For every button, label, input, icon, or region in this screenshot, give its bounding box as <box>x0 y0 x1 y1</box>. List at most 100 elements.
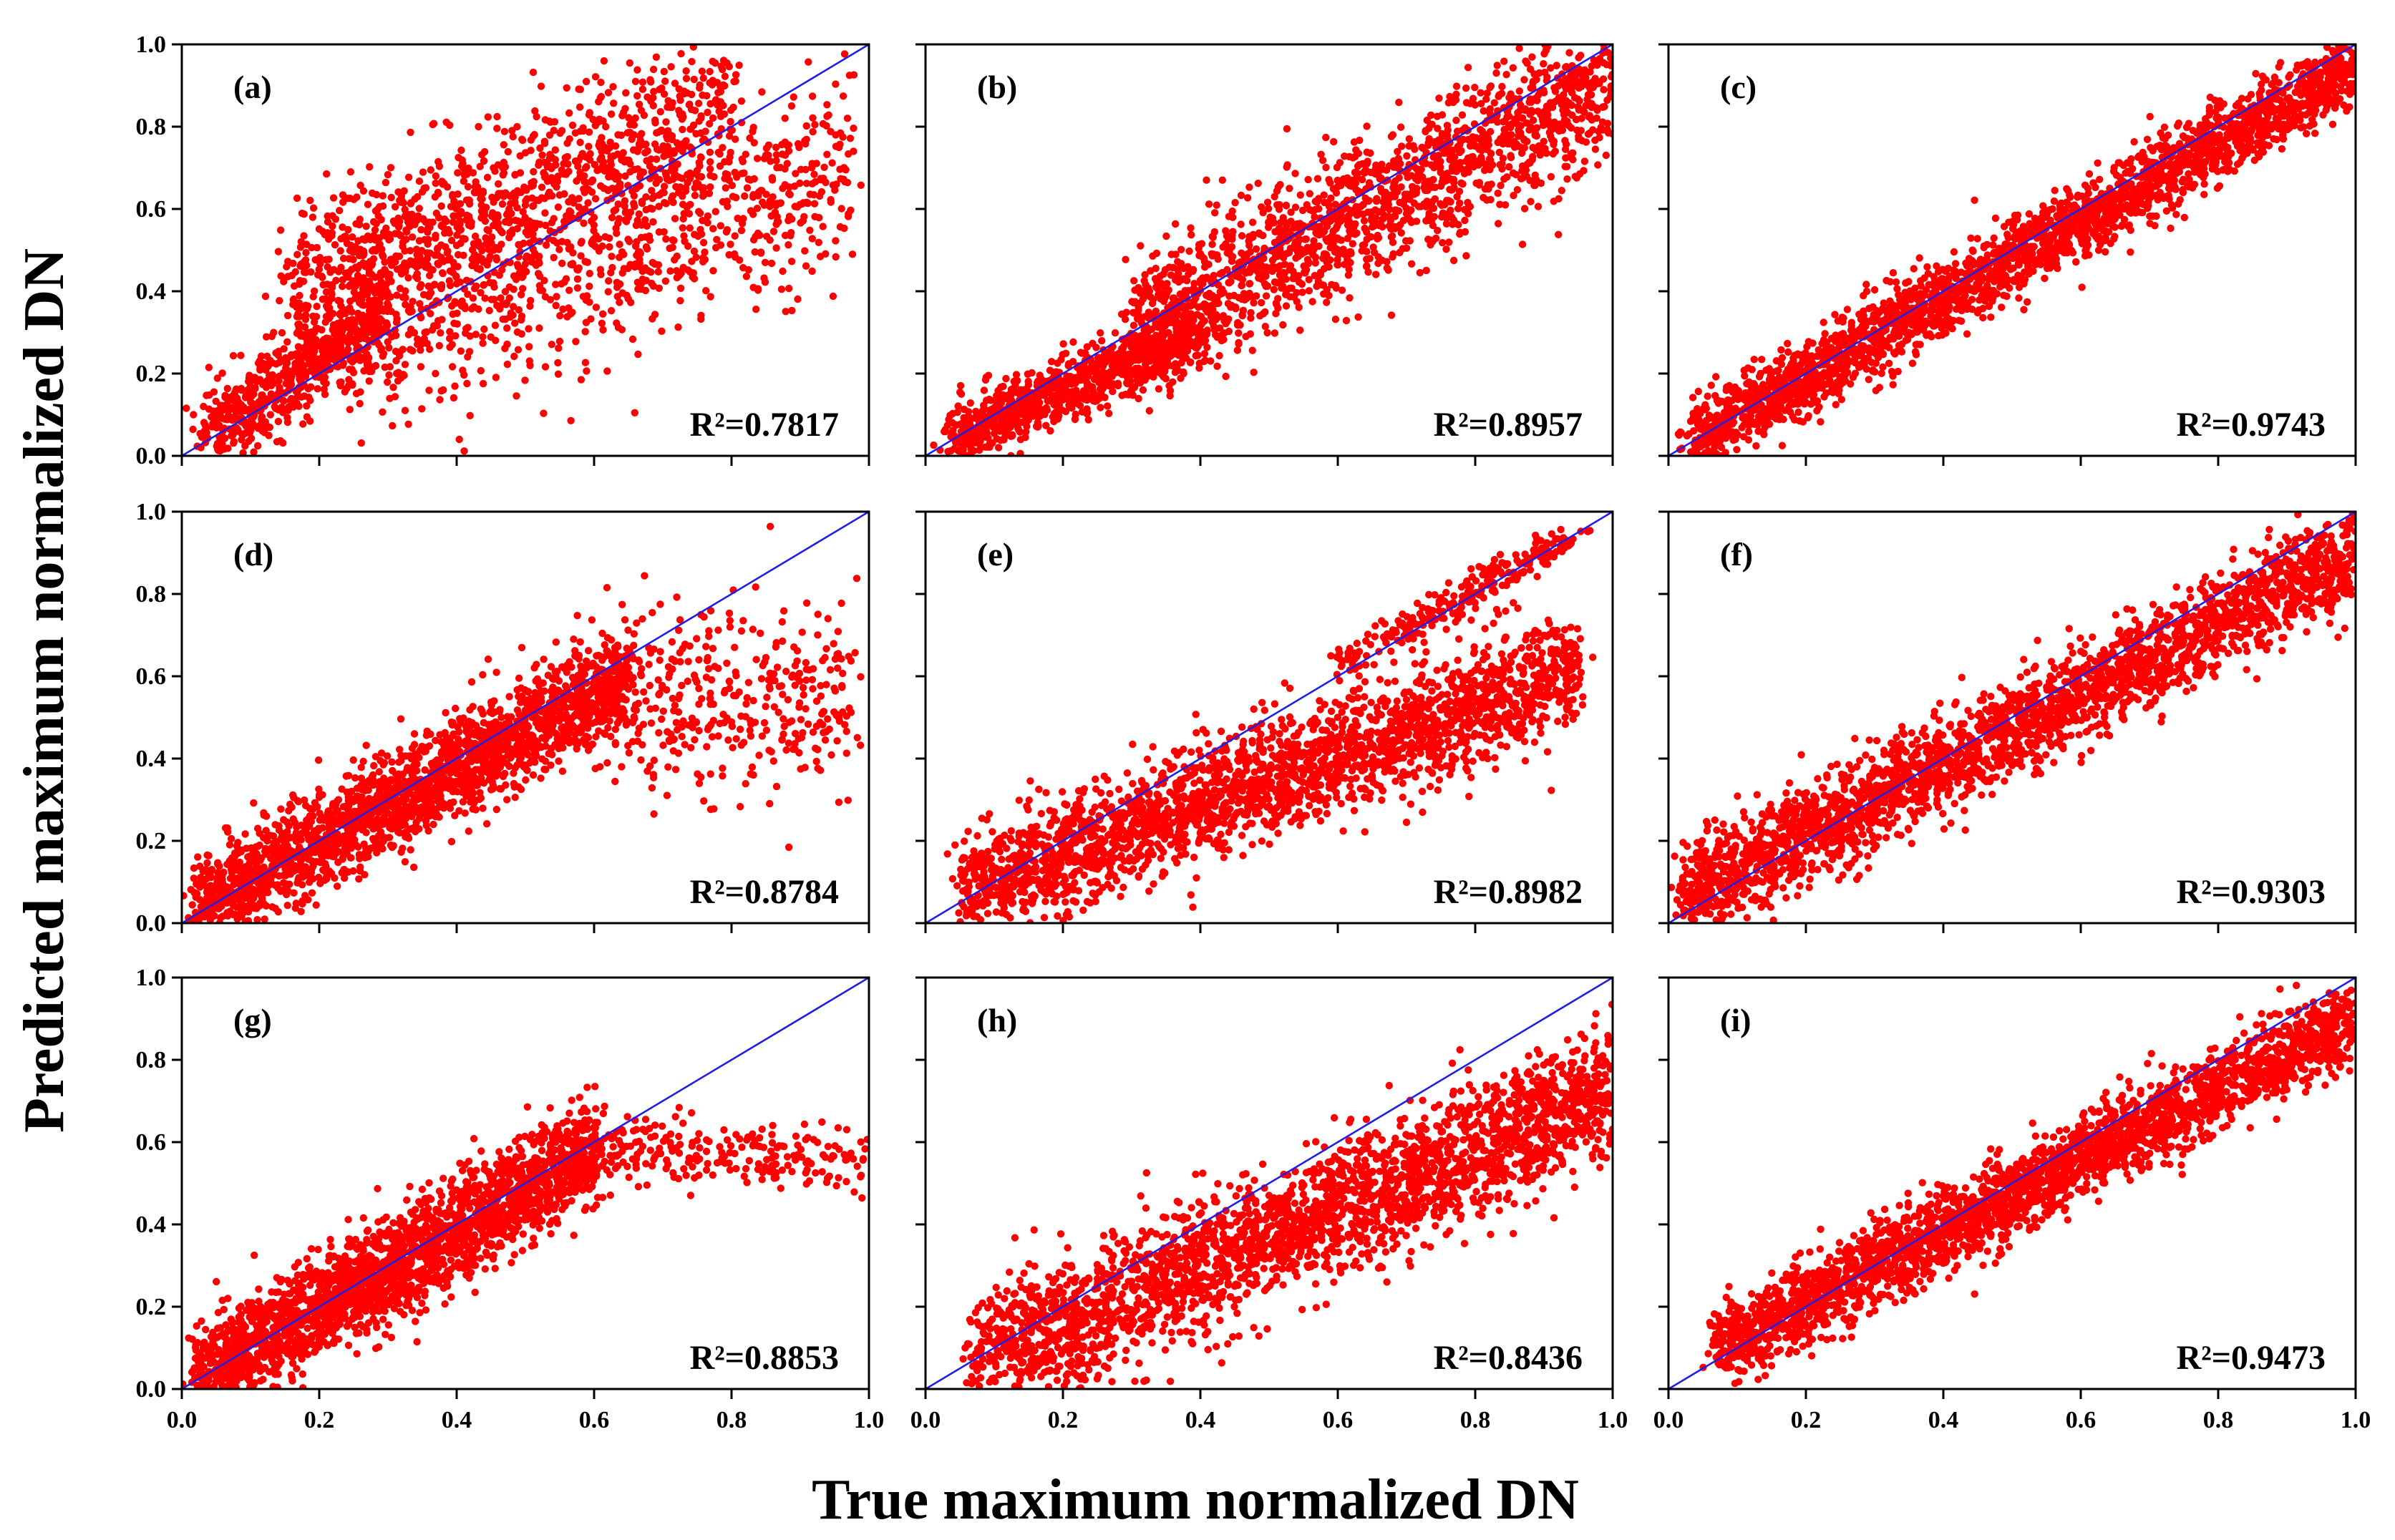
data-point <box>583 258 591 266</box>
scatter-points <box>930 44 1613 456</box>
data-point <box>714 89 722 97</box>
data-point <box>661 77 669 85</box>
data-point <box>501 344 509 353</box>
data-point <box>277 356 285 364</box>
data-point <box>336 247 344 255</box>
data-point <box>636 182 644 190</box>
data-point <box>455 250 462 259</box>
data-point <box>379 202 387 210</box>
data-point <box>1461 228 1469 236</box>
data-point <box>725 250 733 259</box>
data-point <box>660 182 669 190</box>
data-point <box>832 180 840 188</box>
data-point <box>801 137 809 145</box>
data-point <box>696 81 704 89</box>
data-point <box>1591 136 1599 145</box>
data-point <box>721 82 729 90</box>
data-point <box>767 212 775 220</box>
data-point <box>1598 118 1607 126</box>
data-point <box>1517 122 1525 130</box>
data-point <box>1518 114 1527 122</box>
data-point <box>1250 299 1258 307</box>
data-point <box>237 386 246 394</box>
data-point <box>1264 223 1273 231</box>
data-point <box>652 155 661 163</box>
data-point <box>599 310 607 318</box>
data-point <box>1460 166 1468 174</box>
data-point <box>337 302 345 310</box>
data-point <box>407 128 414 137</box>
data-point <box>604 186 612 195</box>
data-point <box>1181 287 1189 295</box>
data-point <box>1372 271 1380 278</box>
data-point <box>702 287 710 295</box>
data-point <box>656 190 664 198</box>
data-point <box>551 146 559 154</box>
data-point <box>692 179 700 187</box>
data-point <box>1364 197 1373 205</box>
data-point <box>198 433 205 441</box>
data-point <box>278 328 286 337</box>
data-point <box>387 307 395 316</box>
data-point <box>1317 150 1325 158</box>
data-point <box>971 439 978 447</box>
data-point <box>369 303 378 311</box>
data-point <box>528 194 536 202</box>
data-point <box>825 111 832 119</box>
data-point <box>1555 195 1563 203</box>
data-point <box>701 248 709 256</box>
data-point <box>681 184 690 192</box>
data-point <box>626 59 633 67</box>
data-point <box>1203 326 1211 334</box>
data-point <box>1096 385 1104 393</box>
data-point <box>651 140 659 148</box>
data-point <box>418 188 427 196</box>
data-point <box>1131 286 1139 294</box>
data-point <box>407 326 415 333</box>
data-point <box>686 169 694 177</box>
data-point <box>1263 328 1271 337</box>
data-point <box>307 268 315 276</box>
data-point <box>711 208 719 215</box>
data-point <box>1145 313 1154 321</box>
data-point <box>601 167 608 175</box>
data-point <box>1518 167 1526 175</box>
data-point <box>1271 192 1278 200</box>
data-point <box>1222 372 1230 381</box>
data-point <box>483 225 491 234</box>
data-point <box>670 236 678 245</box>
data-point <box>591 122 599 130</box>
data-point <box>1219 312 1228 320</box>
data-point <box>1195 364 1203 372</box>
data-point <box>732 173 741 181</box>
data-point <box>705 190 714 198</box>
data-point <box>1484 134 1492 142</box>
data-point <box>223 384 231 393</box>
data-point <box>478 246 486 255</box>
data-point <box>341 336 349 344</box>
data-point <box>559 305 567 313</box>
panel-a: 0.00.20.40.60.81.0(a)R²=0.7817 <box>136 31 870 469</box>
data-point <box>690 247 699 255</box>
data-point <box>734 214 742 223</box>
data-point <box>1558 187 1565 195</box>
data-point <box>956 381 965 390</box>
data-point <box>339 283 346 291</box>
data-point <box>1008 432 1016 440</box>
data-point <box>540 195 548 203</box>
data-point <box>1322 163 1330 172</box>
data-point <box>1050 401 1059 409</box>
data-point <box>306 196 314 205</box>
data-point <box>385 343 393 352</box>
data-point <box>521 376 529 384</box>
data-point <box>541 209 549 217</box>
data-point <box>397 270 406 278</box>
data-point <box>512 276 520 283</box>
data-point <box>401 247 409 255</box>
data-point <box>1263 198 1272 206</box>
data-point <box>426 345 434 354</box>
data-point <box>230 439 238 447</box>
data-point <box>648 195 656 203</box>
data-point <box>1105 409 1113 417</box>
data-point <box>248 376 256 384</box>
